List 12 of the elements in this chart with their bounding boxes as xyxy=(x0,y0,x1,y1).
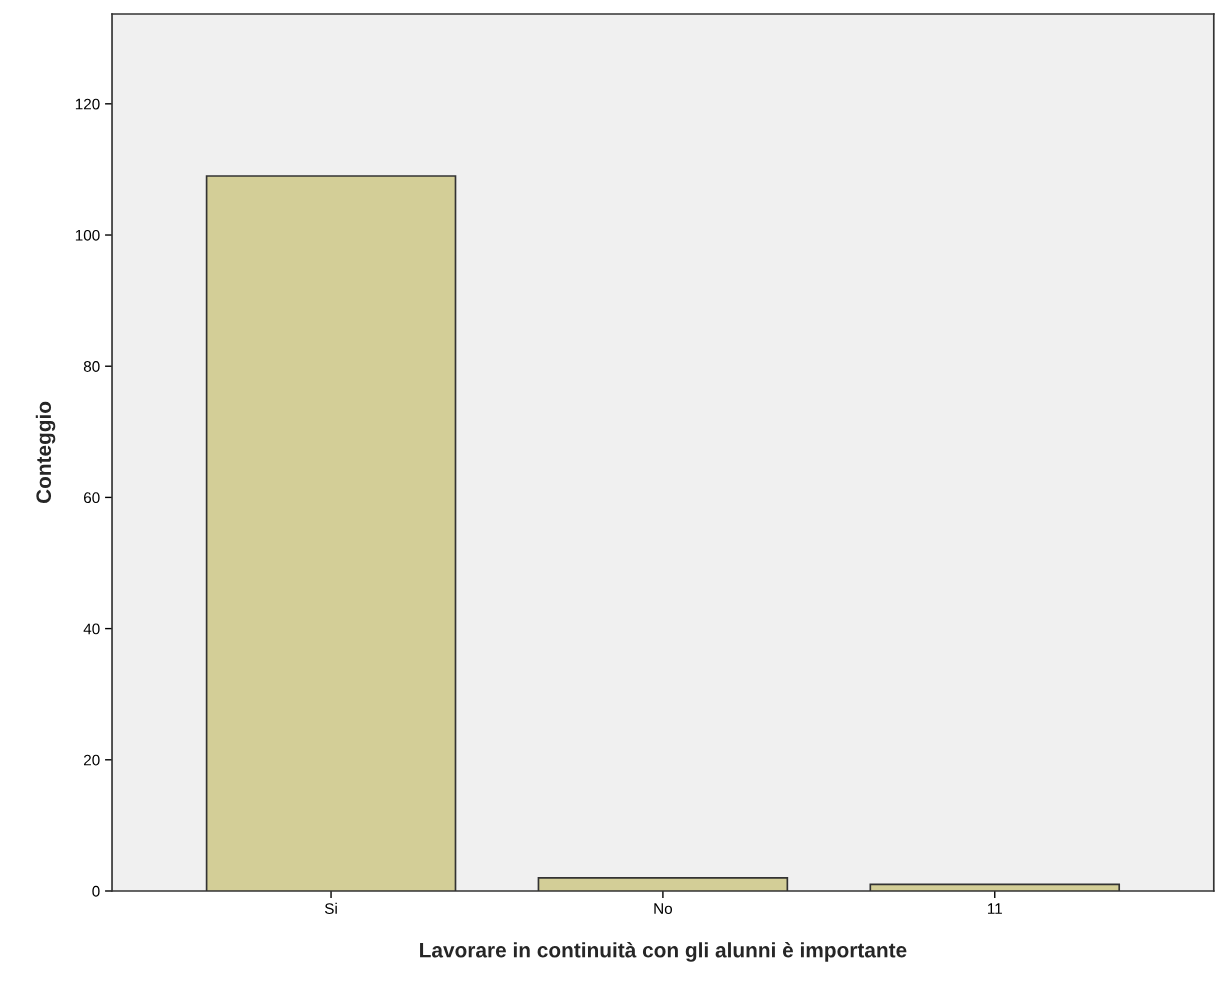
x-tick-label: 11 xyxy=(987,903,1002,914)
y-tick-label: 60 xyxy=(84,492,100,504)
y-tick-label: 80 xyxy=(83,361,100,372)
x-axis-title: Lavorare in continuità con gli alunni è importante xyxy=(420,942,907,962)
y-tick-label: 40 xyxy=(83,623,100,635)
y-tick-label: 20 xyxy=(83,754,100,766)
y-axis-title: Conteggio xyxy=(35,401,56,504)
y-tick-label: 100 xyxy=(75,229,100,241)
y-tick-label: 120 xyxy=(75,98,100,110)
y-tick-label: 0 xyxy=(92,885,100,897)
x-tick-label: Si xyxy=(324,902,337,915)
x-tick-label: No xyxy=(654,903,673,915)
